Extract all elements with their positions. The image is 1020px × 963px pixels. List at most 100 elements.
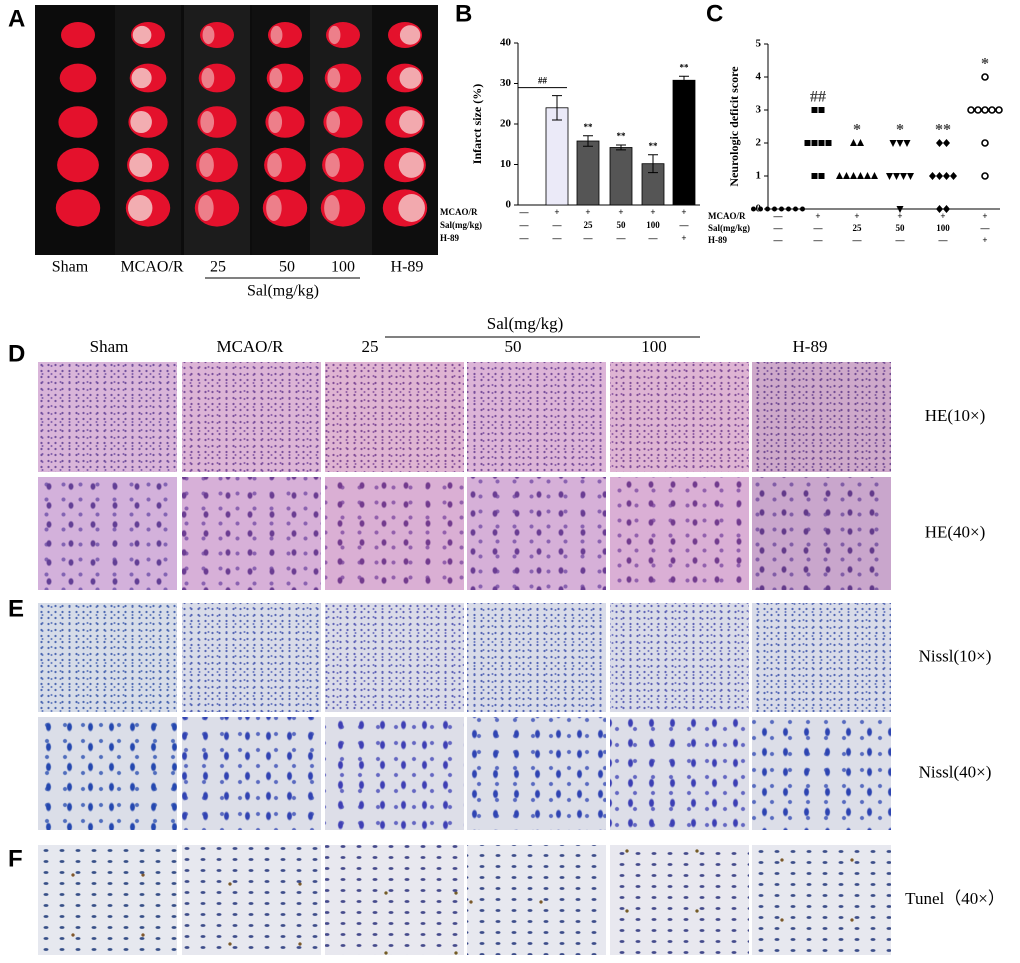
micrograph <box>182 845 321 955</box>
condition-cell: + <box>554 207 559 217</box>
point <box>857 172 864 179</box>
bar <box>545 107 569 206</box>
group-label: Sal(mg/kg) <box>247 283 319 300</box>
point <box>850 172 857 179</box>
micrograph <box>752 477 891 590</box>
y-tick-label: 1 <box>756 170 762 182</box>
infarct <box>269 67 283 89</box>
condition-cell: + <box>982 235 987 245</box>
annotation: ** <box>935 122 951 139</box>
point <box>967 106 975 114</box>
column-label: 25 <box>210 259 226 276</box>
condition-cell: — <box>773 211 784 221</box>
infarct <box>399 25 421 45</box>
infarct <box>267 152 282 178</box>
error-bar <box>648 154 658 174</box>
error-bar <box>679 75 689 85</box>
brain-slice <box>59 63 97 93</box>
column-label: 100 <box>331 259 355 276</box>
condition-cell: + <box>650 207 655 217</box>
bar <box>609 147 633 206</box>
point <box>943 139 950 147</box>
annotation: * <box>981 56 989 73</box>
panel-label: E <box>8 595 24 622</box>
micrograph <box>467 603 606 712</box>
condition-cell: — <box>773 223 784 233</box>
panel-label: C <box>706 0 723 27</box>
point <box>811 173 818 179</box>
point <box>981 106 989 114</box>
point <box>818 173 825 179</box>
micrograph <box>182 717 321 830</box>
annotation: ** <box>680 62 690 72</box>
condition-cell: — <box>773 235 784 245</box>
y-tick-label: 20 <box>500 118 512 130</box>
infarct <box>201 67 215 89</box>
micrograph <box>38 603 177 712</box>
micrograph <box>182 362 321 472</box>
condition-cell: + <box>982 211 987 221</box>
column-label: H-89 <box>793 337 828 356</box>
condition-label: H-89 <box>440 233 459 243</box>
point <box>889 140 897 147</box>
point <box>804 140 811 146</box>
point <box>751 206 756 212</box>
micrograph <box>38 845 177 955</box>
infarct <box>202 25 215 45</box>
infarct <box>399 110 423 134</box>
y-tick-label: 40 <box>500 37 512 49</box>
condition-cell: 100 <box>646 220 660 230</box>
point <box>900 173 907 180</box>
brain-slice <box>57 147 99 183</box>
annotation: ** <box>649 141 659 151</box>
infarct <box>199 152 214 178</box>
bar <box>576 140 600 206</box>
condition-cell: — <box>552 233 563 243</box>
micrograph <box>325 845 464 955</box>
condition-cell: — <box>938 235 949 245</box>
infarct <box>325 152 340 178</box>
condition-cell: — <box>679 220 690 230</box>
point <box>836 172 843 179</box>
infarct <box>270 25 283 45</box>
brain-slice <box>61 22 95 48</box>
infarct <box>327 67 341 89</box>
y-axis-label: Infarct size (%) <box>470 84 484 164</box>
column-label: Sham <box>52 259 89 276</box>
condition-cell: 25 <box>853 223 863 233</box>
micrograph <box>325 603 464 712</box>
condition-cell: + <box>681 207 686 217</box>
condition-cell: + <box>681 233 686 243</box>
column-label: H-89 <box>391 259 424 276</box>
point <box>886 173 893 180</box>
column-label: 100 <box>641 337 667 356</box>
point <box>850 139 857 146</box>
annotation: ** <box>617 131 627 141</box>
infarct <box>198 194 214 222</box>
point <box>779 206 784 212</box>
annotation: ** <box>584 122 594 132</box>
column-label: 25 <box>362 337 379 356</box>
y-tick-label: 5 <box>756 38 762 50</box>
micrograph <box>752 362 891 472</box>
point <box>871 172 878 179</box>
point <box>988 106 996 114</box>
panel-label: B <box>455 0 472 27</box>
micrograph <box>752 845 891 955</box>
condition-label: H-89 <box>708 235 727 245</box>
row-label: HE(10×) <box>925 406 986 425</box>
micrograph <box>752 717 891 830</box>
micrograph <box>467 362 606 472</box>
annotation: ## <box>810 89 826 106</box>
brain-slice <box>58 106 98 138</box>
infarct <box>200 110 215 134</box>
condition-cell: 25 <box>584 220 594 230</box>
infarct <box>398 152 424 178</box>
group-label: Sal(mg/kg) <box>487 314 564 333</box>
point <box>811 107 818 113</box>
infarct <box>131 67 152 89</box>
condition-cell: 50 <box>896 223 906 233</box>
column-label: 50 <box>279 259 295 276</box>
